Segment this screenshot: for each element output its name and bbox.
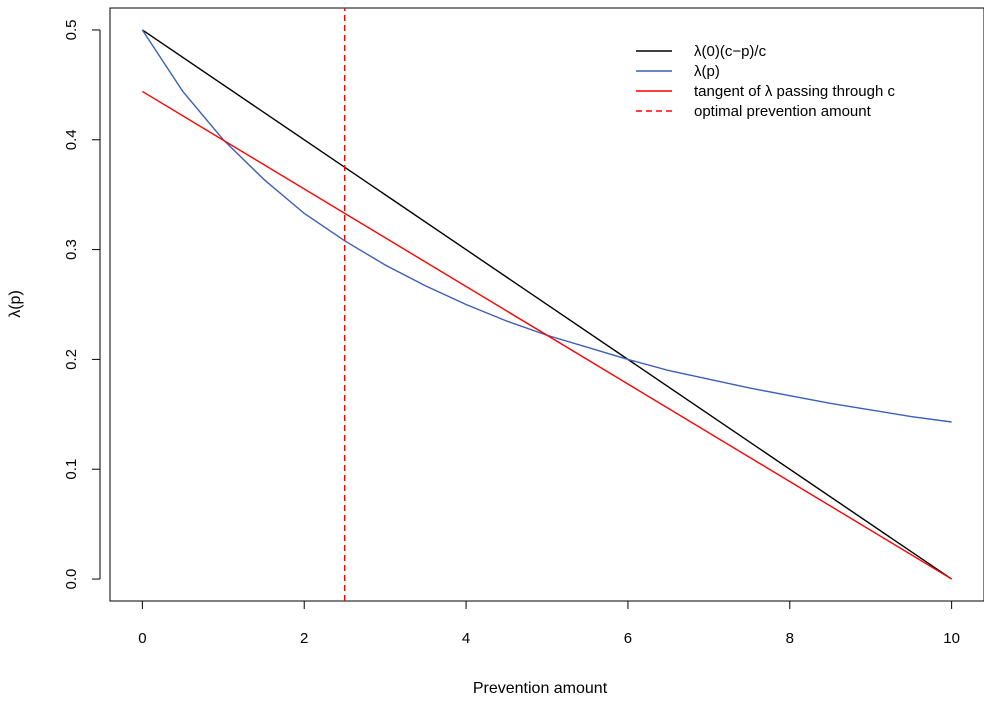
x-axis: 0 2 4 6 8 10: [138, 600, 960, 647]
series-line-0: [141, 29, 953, 580]
legend-label: λ(p): [694, 63, 720, 80]
x-axis-label: Prevention amount: [473, 680, 608, 697]
legend: λ(0)(c−p)/c λ(p) tangent of λ passing thro…: [636, 43, 895, 120]
legend-label: λ(0)(c−p)/c: [694, 43, 767, 60]
legend-label: optimal prevention amount: [694, 103, 872, 120]
x-tick-label: 6: [624, 630, 632, 647]
legend-label: tangent of λ passing through c: [694, 83, 895, 100]
x-tick-label: 4: [462, 630, 470, 647]
series-line-2: [142, 90, 952, 580]
x-tick-label: 0: [138, 630, 146, 647]
y-tick-label: 0.3: [63, 239, 80, 260]
y-tick-label: 0.2: [63, 349, 80, 370]
x-tick-label: 10: [943, 630, 960, 647]
x-tick-label: 8: [786, 630, 794, 647]
y-axis-label: λ(p): [7, 290, 24, 318]
series-layer: [141, 8, 953, 601]
y-axis: 0.0 0.1 0.2 0.3 0.4 0.5: [63, 20, 101, 590]
y-tick-label: 0.1: [63, 459, 80, 480]
y-tick-label: 0.4: [63, 129, 80, 150]
y-tick-label: 0.0: [63, 569, 80, 590]
y-tick-label: 0.5: [63, 20, 80, 41]
x-tick-label: 2: [300, 630, 308, 647]
